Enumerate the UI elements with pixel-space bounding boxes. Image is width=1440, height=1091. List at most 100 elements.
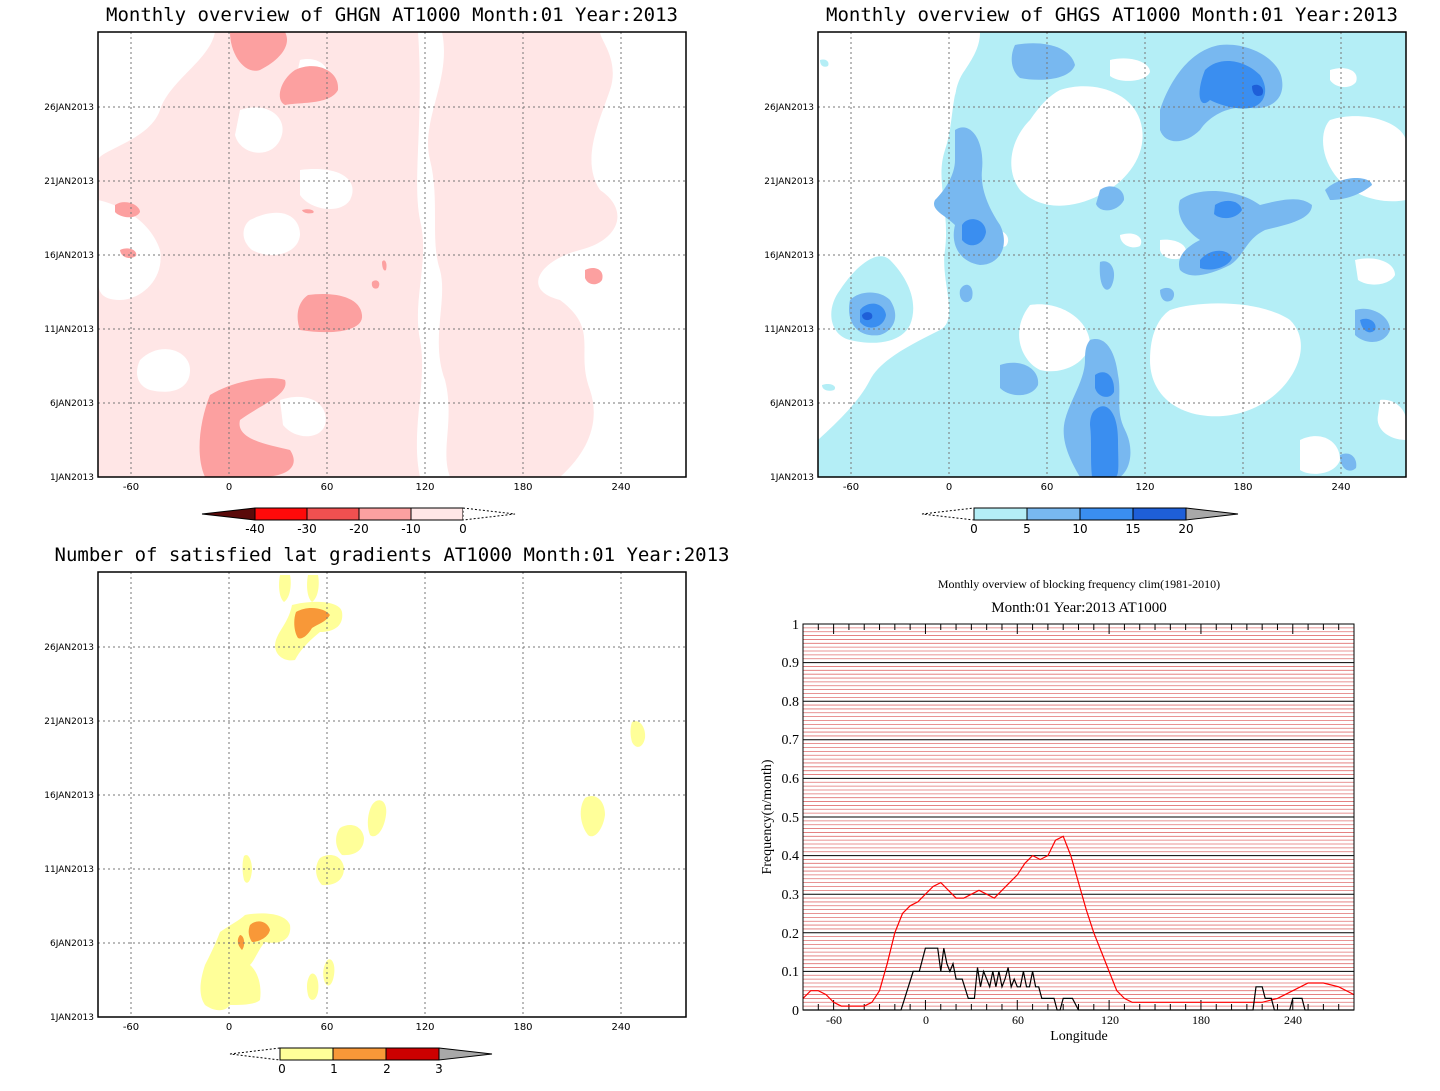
- x-tick-label: 240: [1284, 1013, 1302, 1027]
- blocking-title: Monthly overview of blocking frequency c…: [938, 577, 1220, 591]
- colorbar-swatch: [1185, 507, 1239, 521]
- y-tick-label: 11JAN2013: [764, 325, 814, 335]
- panel-lat-gradients: Number of satisfied lat gradients AT1000…: [44, 544, 729, 1076]
- blocking-x-axis-label: Longitude: [1050, 1029, 1108, 1044]
- y-tick-label: 6JAN2013: [50, 399, 94, 409]
- colorbar-label: -20: [349, 522, 369, 536]
- x-tick-label: 0: [226, 1022, 232, 1033]
- colorbar-swatch: [1079, 507, 1134, 521]
- y-tick-label: 6JAN2013: [50, 939, 94, 949]
- ghgn-y-ticks: 1JAN2013 6JAN2013 11JAN2013 16JAN2013 21…: [44, 103, 94, 483]
- ghgn-colorbar: -40 -30 -20 -10 0: [201, 507, 516, 536]
- x-tick-label: -60: [123, 1022, 139, 1033]
- colorbar-swatch: [385, 1047, 440, 1061]
- colorbar-swatch: [201, 507, 256, 521]
- lat-gradients-frame: [97, 571, 687, 1018]
- x-tick-label: 240: [611, 482, 630, 493]
- y-tick-label: 21JAN2013: [44, 717, 94, 727]
- colorbar-swatch: [306, 507, 360, 521]
- y-tick-label: 0.4: [782, 849, 800, 864]
- ghgn-field: [98, 32, 686, 477]
- colorbar-swatch: [358, 507, 412, 521]
- y-tick-label: 11JAN2013: [44, 865, 94, 875]
- x-tick-label: 60: [321, 482, 334, 493]
- blocking-x-ticks: -60 0 60 120 180 240: [826, 1013, 1302, 1027]
- colorbar-open-end: [921, 507, 975, 521]
- colorbar-open-end: [462, 507, 516, 521]
- colorbar-open-end: [229, 1047, 281, 1061]
- y-tick-label: 0.9: [782, 656, 800, 671]
- ghgs-y-ticks: 1JAN2013 6JAN2013 11JAN2013 16JAN2013 21…: [764, 103, 814, 483]
- ghgs-grid: [818, 32, 1406, 477]
- blocking-y-ticks: 0 0.1 0.2 0.3 0.4 0.5 0.6 0.7 0.8 0.9 1: [782, 618, 800, 1019]
- lat-gradients-x-ticks: -60 0 60 120 180 240: [123, 1022, 631, 1033]
- y-tick-label: 26JAN2013: [44, 103, 94, 113]
- x-tick-label: 0: [923, 1013, 929, 1027]
- colorbar-label: 5: [1023, 522, 1031, 536]
- y-tick-label: 16JAN2013: [44, 791, 94, 801]
- x-tick-label: 180: [1233, 482, 1252, 493]
- y-tick-label: 1JAN2013: [50, 1013, 94, 1023]
- colorbar-swatch: [438, 1047, 493, 1061]
- y-tick-label: 0.2: [782, 927, 800, 942]
- x-tick-label: 240: [1331, 482, 1350, 493]
- ghgs-frame: [817, 31, 1407, 478]
- colorbar-label: 0: [278, 1062, 286, 1076]
- y-tick-label: 1: [792, 618, 799, 633]
- colorbar-swatch: [254, 507, 308, 521]
- x-tick-label: 180: [513, 482, 532, 493]
- colorbar-label: -40: [245, 522, 265, 536]
- colorbar-label: 0: [970, 522, 978, 536]
- colorbar-label: 10: [1072, 522, 1087, 536]
- colorbar-swatch: [410, 507, 464, 521]
- ghgn-title: Monthly overview of GHGN AT1000 Month:01…: [106, 4, 678, 26]
- y-tick-label: 21JAN2013: [44, 177, 94, 187]
- x-tick-label: 60: [1041, 482, 1054, 493]
- y-tick-label: 1JAN2013: [50, 473, 94, 483]
- ghgs-colorbar: 0 5 10 15 20: [921, 507, 1239, 536]
- colorbar-swatch: [332, 1047, 387, 1061]
- x-tick-label: 60: [321, 1022, 334, 1033]
- lat-gradients-colorbar: 0 1 2 3: [229, 1047, 493, 1076]
- y-tick-label: 26JAN2013: [764, 103, 814, 113]
- colorbar-swatch: [1132, 507, 1187, 521]
- y-tick-label: 16JAN2013: [764, 251, 814, 261]
- x-tick-label: 120: [1101, 1013, 1119, 1027]
- y-tick-label: 0.8: [782, 695, 800, 710]
- panel-ghgs: Monthly overview of GHGS AT1000 Month:01…: [764, 4, 1407, 536]
- x-tick-label: 0: [946, 482, 952, 493]
- panel-ghgn: Monthly overview of GHGN AT1000 Month:01…: [44, 4, 687, 536]
- colorbar-swatch: [1026, 507, 1081, 521]
- ghgn-x-ticks: -60 0 60 120 180 240: [123, 482, 631, 493]
- colorbar-label: 15: [1125, 522, 1140, 536]
- y-tick-label: 11JAN2013: [44, 325, 94, 335]
- y-tick-label: 0.7: [782, 733, 800, 748]
- blocking-y-axis-label: Frequency(n/month): [760, 759, 775, 874]
- y-tick-label: 0: [792, 1004, 799, 1019]
- blocking-frame: [802, 623, 1355, 1011]
- y-tick-label: 16JAN2013: [44, 251, 94, 261]
- lat-gradients-title: Number of satisfied lat gradients AT1000…: [55, 544, 730, 566]
- lat-gradients-y-ticks: 1JAN2013 6JAN2013 11JAN2013 16JAN2013 21…: [44, 643, 94, 1023]
- colorbar-label: 2: [383, 1062, 391, 1076]
- colorbar-swatch: [279, 1047, 334, 1061]
- blocking-series: [802, 835, 1355, 1011]
- x-tick-label: 180: [1192, 1013, 1210, 1027]
- ghgn-frame: [97, 31, 687, 478]
- panel-blocking-frequency: Monthly overview of blocking frequency c…: [760, 577, 1355, 1044]
- lat-gradients-grid: [98, 572, 686, 1017]
- x-tick-label: 60: [1012, 1013, 1024, 1027]
- blocking-subtitle: Month:01 Year:2013 AT1000: [991, 600, 1166, 616]
- blocking-top-ticks: [802, 624, 1355, 1010]
- x-tick-label: 120: [415, 482, 434, 493]
- x-tick-label: 240: [611, 1022, 630, 1033]
- y-tick-label: 26JAN2013: [44, 643, 94, 653]
- colorbar-label: 1: [330, 1062, 338, 1076]
- colorbar-swatch: [973, 507, 1028, 521]
- colorbar-label: 0: [459, 522, 467, 536]
- y-tick-label: 21JAN2013: [764, 177, 814, 187]
- ghgn-grid: [98, 32, 686, 477]
- x-tick-label: 0: [226, 482, 232, 493]
- x-tick-label: -60: [826, 1013, 842, 1027]
